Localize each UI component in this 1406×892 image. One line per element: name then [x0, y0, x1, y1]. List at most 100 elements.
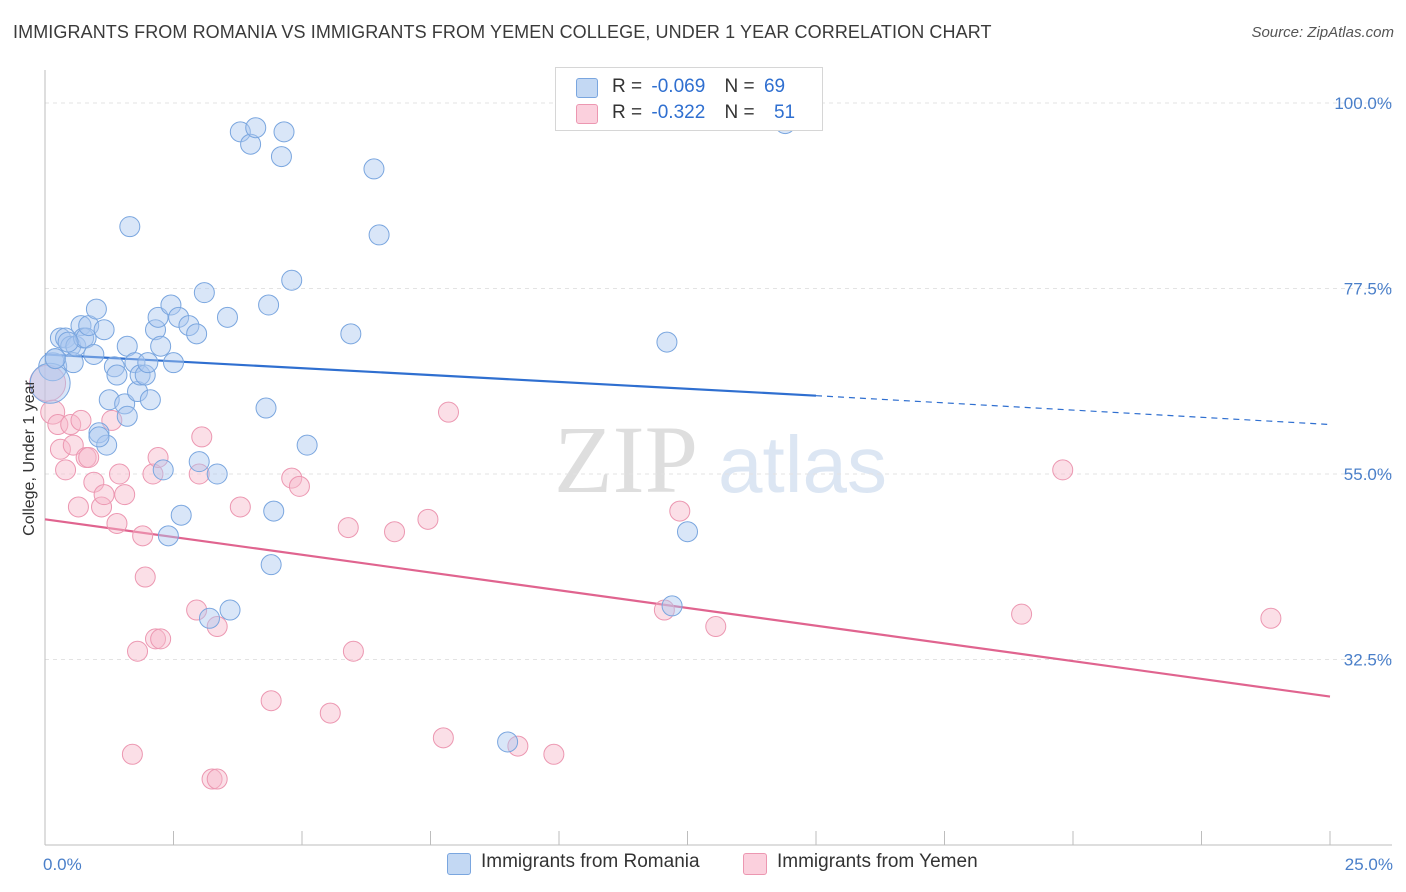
yemen-point — [142, 463, 164, 485]
yemen-point — [70, 409, 92, 431]
romania-point — [44, 348, 66, 370]
r-label: R = — [612, 102, 643, 123]
yemen-point — [1011, 603, 1033, 625]
yemen-point — [55, 459, 77, 481]
romania-point — [178, 315, 200, 337]
yemen-point — [432, 727, 454, 749]
yemen-point — [114, 484, 136, 506]
yemen-point — [40, 399, 66, 425]
romania-point — [206, 463, 228, 485]
romania-point — [368, 224, 390, 246]
yemen-point — [288, 475, 310, 497]
romania-point — [134, 364, 156, 386]
watermark-zip: ZIP — [554, 406, 698, 513]
romania-point — [497, 731, 519, 753]
romania-point — [270, 146, 292, 168]
romania-trend-line — [44, 353, 817, 397]
yemen-point — [337, 517, 359, 539]
romania-point — [124, 352, 146, 374]
romania-point — [245, 117, 267, 139]
yemen-point — [83, 471, 105, 493]
n-label: N = — [724, 102, 755, 123]
romania-point — [88, 426, 110, 448]
romania-n-value: 69 — [763, 76, 786, 97]
yemen-point — [705, 616, 727, 638]
yemen-point — [669, 500, 691, 522]
romania-point — [198, 607, 220, 629]
x-tick-label: 0.0% — [43, 855, 82, 874]
yemen-n-value: 51 — [773, 102, 796, 123]
romania-point — [281, 269, 303, 291]
romania-trend-extension — [815, 395, 1331, 426]
romania-r-value: -0.069 — [651, 76, 706, 97]
r-label: R = — [612, 76, 643, 97]
romania-point — [186, 323, 208, 345]
yemen-point — [150, 628, 172, 650]
romania-point — [219, 599, 241, 621]
yemen-point — [229, 496, 251, 518]
romania-point — [106, 364, 128, 386]
romania-point — [29, 362, 71, 404]
yemen-point — [91, 496, 113, 518]
chart-title: IMMIGRANTS FROM ROMANIA VS IMMIGRANTS FR… — [13, 22, 992, 42]
romania-swatch — [576, 78, 598, 98]
yemen-point — [147, 447, 169, 468]
yemen-point — [260, 690, 282, 712]
source-credit: Source: ZipAtlas.com — [1251, 24, 1394, 41]
yemen-point — [67, 496, 89, 518]
yemen-point — [543, 743, 565, 765]
romania-point — [139, 389, 161, 411]
yemen-point — [109, 463, 131, 485]
romania-legend-swatch — [447, 853, 471, 875]
yemen-swatch — [576, 104, 598, 124]
yemen-legend-label: Immigrants from Yemen — [777, 851, 978, 872]
romania-point — [147, 306, 169, 328]
romania-point — [263, 500, 285, 522]
watermark-atlas: atlas — [718, 420, 887, 509]
x-tick-label: 25.0% — [1345, 855, 1393, 874]
romania-point — [116, 405, 138, 427]
yemen-point — [47, 414, 69, 436]
romania-point — [677, 521, 698, 543]
romania-point — [103, 356, 125, 378]
yemen-point — [206, 768, 228, 790]
romania-point — [216, 306, 238, 328]
romania-point — [661, 595, 683, 617]
romania-point — [114, 393, 136, 415]
romania-point — [188, 451, 210, 473]
yemen-point — [93, 484, 115, 506]
romania-point — [170, 504, 192, 526]
yemen-point — [507, 735, 529, 757]
romania-point — [240, 133, 262, 155]
y-axis-title: College, Under 1 year — [21, 380, 38, 536]
romania-point — [193, 282, 215, 304]
romania-point — [96, 434, 118, 456]
yemen-point — [1052, 459, 1074, 481]
romania-point — [83, 343, 105, 365]
yemen-point — [319, 702, 341, 724]
yemen-r-value: -0.322 — [651, 102, 706, 123]
stats-legend: R = -0.069 N = 69 R = -0.322 N = 51 — [555, 67, 823, 131]
romania-point — [260, 554, 282, 576]
romania-point — [150, 335, 172, 357]
yemen-point — [145, 628, 167, 650]
yemen-point — [49, 438, 71, 460]
yemen-point — [437, 401, 459, 423]
yemen-point — [60, 414, 82, 436]
romania-point — [119, 216, 141, 238]
watermark: ZIP atlas — [554, 406, 887, 513]
romania-point — [137, 352, 159, 374]
romania-point — [273, 121, 295, 143]
y-tick-label: 32.5% — [1344, 650, 1392, 669]
yemen-point — [188, 463, 210, 485]
romania-point — [70, 315, 92, 337]
romania-point — [152, 459, 174, 481]
yemen-point — [106, 512, 128, 534]
yemen-point — [206, 616, 228, 638]
y-tick-label: 55.0% — [1344, 465, 1392, 484]
yemen-point — [384, 521, 406, 543]
y-tick-label: 77.5% — [1344, 279, 1392, 298]
yemen-point — [62, 434, 84, 456]
romania-legend-label: Immigrants from Romania — [481, 851, 700, 872]
yemen-point — [132, 525, 154, 547]
